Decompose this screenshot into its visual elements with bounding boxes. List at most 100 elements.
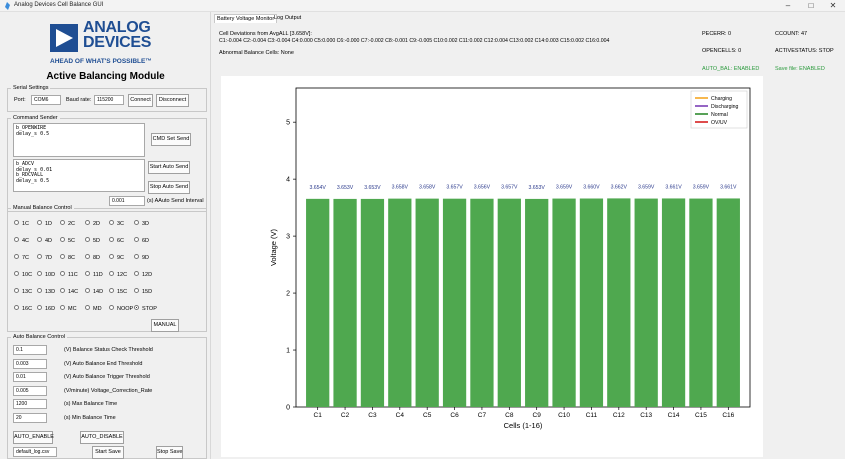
radio-4c[interactable]: 4C (14, 237, 29, 244)
radio-2d[interactable]: 2D (85, 220, 100, 227)
radio-11c[interactable]: 11C (60, 271, 78, 278)
manual-button[interactable]: MANUAL (151, 319, 179, 332)
analog-devices-logo: ANALOG DEVICES AHEAD OF WHAT'S POSSIBLE™ (50, 20, 180, 72)
command-sender-group: Command Sender b_OPENWIRE delay_s 0.5 CM… (7, 115, 207, 212)
auto-param-label: (V) Auto Balance Trigger Threshold (64, 374, 150, 380)
bar-c10 (552, 198, 576, 407)
radio-label: 12C (117, 272, 128, 278)
radio-1c[interactable]: 1C (14, 220, 30, 227)
radio-7d[interactable]: 7D (37, 254, 52, 261)
radio-4d[interactable]: 4D (37, 237, 52, 244)
radio-label: 13C (22, 289, 33, 295)
radio-14c[interactable]: 14C (60, 288, 78, 295)
auto-param-input[interactable]: 0.1 (13, 345, 47, 355)
command-set-textarea[interactable]: b_OPENWIRE delay_s 0.5 (13, 123, 145, 157)
radio-10d[interactable]: 10D (37, 271, 56, 278)
radio-5c[interactable]: 5C (60, 237, 75, 244)
bar-c11 (579, 198, 604, 407)
radio-circle-icon (134, 288, 139, 294)
tab-battery-voltage-monitor[interactable]: Battery Voltage Monitor (214, 14, 278, 23)
radio-15c[interactable]: 15C (109, 288, 127, 295)
radio-5d[interactable]: 5D (85, 237, 100, 244)
auto-param-input[interactable]: 0.01 (13, 372, 47, 382)
radio-circle-icon (37, 305, 42, 311)
radio-8d[interactable]: 8D (85, 254, 101, 261)
auto-param-input[interactable]: 20 (13, 412, 47, 423)
maximize-button[interactable]: □ (808, 1, 814, 10)
radio-label: NOOP (117, 306, 134, 312)
radio-label: 10D (45, 272, 56, 278)
close-button[interactable]: ✕ (829, 1, 837, 10)
radio-9c[interactable]: 9C (109, 254, 124, 261)
cmd-set-send-button[interactable]: CMD Set Send (151, 133, 191, 146)
radio-1d[interactable]: 1D (37, 220, 52, 227)
title-bar: Analog Devices Cell Balance GUI – □ ✕ (0, 0, 845, 12)
radio-6c[interactable]: 6C (109, 237, 124, 244)
send-interval-input[interactable]: 0.001 (109, 196, 145, 206)
radio-label: 11C (68, 272, 78, 278)
logo-tagline: AHEAD OF WHAT'S POSSIBLE™ (50, 58, 152, 65)
abnormal-cells: Abnormal Balance Cells: None (219, 50, 294, 56)
x-tick-label: C5 (423, 412, 432, 419)
radio-7c[interactable]: 7C (14, 254, 29, 261)
auto-send-textarea[interactable]: b_ADCV delay_s 0.01 b_RDCVALL delay_s 0.… (13, 159, 145, 192)
radio-15d[interactable]: 15D (134, 288, 153, 295)
radio-12d[interactable]: 12D (134, 271, 152, 278)
radio-label: 3C (117, 221, 125, 227)
x-tick-label: C8 (505, 412, 514, 419)
radio-circle-icon (134, 254, 139, 260)
y-tick-label: 2 (286, 291, 290, 298)
radio-11d[interactable]: 11D (85, 271, 103, 278)
radio-circle-icon (60, 288, 65, 294)
radio-8c[interactable]: 8C (60, 254, 75, 261)
x-tick-label: C10 (558, 412, 570, 419)
radio-circle-icon (60, 220, 65, 226)
auto-param-input[interactable]: 1200 (13, 399, 47, 409)
radio-md[interactable]: MD (85, 305, 102, 312)
stop-auto-send-button[interactable]: Stop Auto Send (148, 181, 190, 194)
radio-16d[interactable]: 16D (37, 305, 55, 312)
radio-13c[interactable]: 13C (14, 288, 33, 295)
radio-label: 1C (22, 221, 30, 227)
radio-noop[interactable]: NOOP (109, 305, 134, 312)
auto-param-input[interactable]: 0.003 (13, 358, 47, 369)
radio-14d[interactable]: 14D (85, 288, 103, 295)
auto-enable-button[interactable]: AUTO_ENABLE (13, 431, 54, 444)
log-file-input[interactable]: default_log.csv (13, 447, 57, 457)
radio-3d[interactable]: 3D (134, 220, 150, 227)
radio-label: 3D (142, 221, 150, 227)
radio-circle-icon (37, 271, 42, 277)
radio-circle-icon (37, 237, 42, 243)
radio-circle-icon (37, 220, 42, 226)
stop-save-button[interactable]: Stop Save (156, 446, 183, 459)
radio-13d[interactable]: 13D (37, 288, 55, 295)
bar-data-label: 3.660V (583, 185, 600, 191)
radio-stop[interactable]: STOP (134, 305, 157, 312)
auto-disable-button[interactable]: AUTO_DISABLE (80, 431, 124, 444)
radio-mc[interactable]: MC (60, 305, 77, 312)
disconnect-button[interactable]: Disconnect (156, 94, 189, 107)
radio-3c[interactable]: 3C (109, 220, 125, 227)
auto-param-input[interactable]: 0.005 (13, 385, 47, 396)
radio-circle-icon (134, 237, 139, 243)
start-save-button[interactable]: Start Save (92, 446, 124, 459)
radio-label: 8D (93, 255, 101, 261)
bar-data-label: 3.659V (556, 185, 573, 191)
radio-2c[interactable]: 2C (60, 220, 75, 227)
radio-label: 15D (142, 289, 153, 295)
minimize-button[interactable]: – (785, 1, 791, 10)
connect-button[interactable]: Connect (128, 94, 153, 107)
radio-12c[interactable]: 12C (109, 271, 128, 278)
radio-6d[interactable]: 6D (134, 237, 149, 244)
start-auto-send-button[interactable]: Start Auto Send (148, 161, 190, 174)
radio-circle-icon (109, 288, 114, 294)
port-input[interactable]: COM6 (31, 95, 61, 105)
tab-log-output[interactable]: Log Output (274, 15, 302, 21)
baud-input[interactable]: 115200 (94, 95, 124, 105)
x-tick-label: C1 (314, 412, 323, 419)
radio-10c[interactable]: 10C (14, 271, 32, 278)
x-tick-label: C9 (533, 412, 542, 419)
radio-16c[interactable]: 16C (14, 305, 32, 312)
radio-9d[interactable]: 9D (134, 254, 149, 261)
bar-c16 (716, 198, 740, 407)
